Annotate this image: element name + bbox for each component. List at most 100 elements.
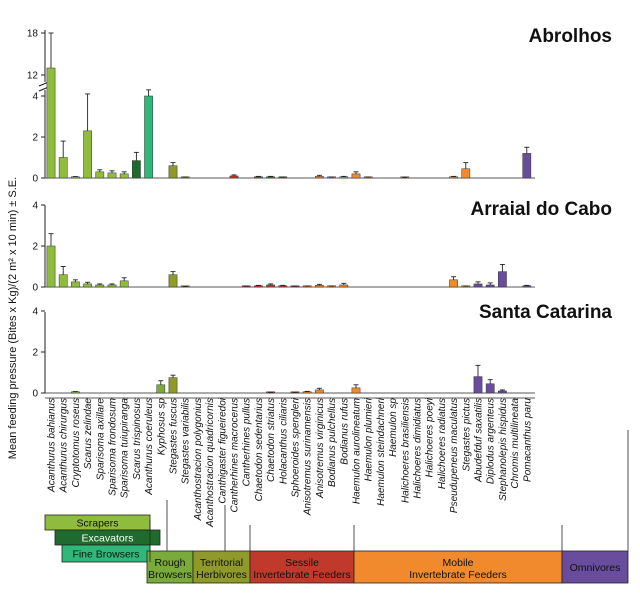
species-label: Anisotremus surinamensis — [303, 398, 314, 516]
species-label: Kyphosus sp — [156, 398, 167, 456]
group-label: Territorial — [200, 557, 243, 569]
y-tick-label: 2 — [32, 348, 38, 359]
bar — [498, 271, 507, 288]
species-label: Acanthurus bahianus — [47, 398, 58, 493]
bar — [95, 171, 105, 179]
y-tick-label: 2 — [32, 133, 38, 144]
bar — [498, 390, 507, 394]
y-tick-label: 4 — [32, 201, 38, 212]
species-label: Pseudupeneus maculatus — [449, 398, 460, 513]
bar — [119, 280, 129, 288]
species-label: Halichoeres brasiliensis — [400, 398, 411, 503]
bar — [266, 284, 275, 288]
bar — [522, 285, 532, 288]
species-label: Sparisoma frondosum — [108, 398, 119, 496]
bar — [302, 391, 312, 394]
y-tick-label: 2 — [32, 242, 38, 253]
species-label: Anisotremus virginicus — [315, 398, 326, 499]
bar — [449, 176, 458, 179]
species-label: Acanthurus chirurgus — [59, 398, 70, 494]
species-label: Halichoeres radiatus — [437, 398, 448, 489]
panel-title: Abrolhos — [529, 26, 612, 47]
bar — [473, 283, 483, 288]
bar — [83, 130, 92, 179]
bar — [339, 284, 349, 288]
species-label: Stegastes fuscus — [169, 398, 180, 474]
species-label: Haemulon plumieri — [364, 397, 375, 481]
species-label: Stephanolepis hispidus — [498, 398, 509, 501]
species-label: Diplodus argenteus — [486, 398, 497, 484]
species-label: Scarus trispinosus — [132, 398, 143, 480]
species-label: Canthigaster figueiredoi — [217, 397, 228, 503]
panel-santa-catarina: Santa Catarina 0 2 4 — [32, 302, 612, 400]
bar — [351, 173, 361, 179]
bar — [315, 389, 324, 394]
bar — [229, 175, 239, 179]
species-label: Halichoeres poeyi — [425, 397, 436, 477]
bar — [168, 377, 178, 394]
species-label: Bodianus pulchellus — [327, 398, 338, 487]
bar — [58, 274, 68, 288]
species-label: Chaetodon striatus — [266, 398, 277, 482]
species-label: Holacanthus ciliaris — [278, 398, 289, 484]
bar — [254, 285, 263, 288]
y-tick-label: 0 — [32, 389, 38, 400]
bar — [522, 153, 532, 179]
panel-title: Arraial do Cabo — [471, 199, 612, 220]
bar — [485, 383, 495, 394]
group-label: Invertebrate Feeders — [409, 569, 506, 581]
bar — [107, 172, 117, 179]
bar — [83, 283, 92, 288]
y-tick-label: 4 — [32, 92, 38, 103]
bar — [351, 387, 361, 394]
y-tick-label: 4 — [32, 307, 38, 318]
species-label: Haemulon steindachneri — [376, 397, 387, 506]
bar — [58, 157, 68, 179]
species-label: Stegastes pictus — [461, 398, 472, 471]
species-label: Acanthostracion quadricornis — [205, 398, 216, 528]
feeding-group-bands: Scrapers Excavators Fine Browsers RoughBrow… — [44, 430, 629, 584]
bar — [278, 285, 288, 288]
species-label: Bodianus rufus — [339, 398, 350, 465]
species-label: Chromis multilineata — [510, 398, 521, 489]
panel-arraial-do-cabo: Arraial do Cabo 0 2 4 — [32, 199, 612, 294]
panel-title: Santa Catarina — [479, 302, 612, 323]
bar — [473, 376, 483, 394]
y-tick-label: 12 — [27, 71, 39, 82]
group-label: Herbivores — [196, 569, 247, 581]
bar — [156, 384, 166, 394]
bar — [95, 284, 105, 288]
bar — [107, 284, 117, 288]
group-label: Rough — [155, 557, 186, 569]
axis-break-gap — [39, 82, 51, 90]
bar — [449, 279, 458, 288]
species-label: Halichoeres dimidiatus — [413, 398, 424, 499]
bar — [461, 168, 471, 179]
group-label: Mobile — [443, 557, 474, 569]
group-label: Omnivores — [570, 562, 621, 574]
y-tick-label: 0 — [32, 174, 38, 185]
species-label: Sphoeroides spengleri — [291, 397, 302, 497]
group-label: Excavators — [82, 533, 134, 545]
species-label: Cryptotomus roseus — [71, 398, 82, 487]
species-label: Acanthurus coeruleus — [144, 398, 155, 496]
bar — [46, 245, 56, 288]
species-label: Haemulon sp — [388, 398, 399, 457]
group-band-territorial-herbivores — [192, 550, 251, 584]
group-band-omnivores — [561, 550, 629, 584]
species-label: Chaetodon sedentarius — [254, 398, 265, 501]
species-label: Sparisoma axillare — [95, 398, 106, 481]
species-label: Abudefduf saxatilis — [474, 398, 485, 483]
group-band-mobile-invertebrate-feeders — [353, 550, 563, 584]
species-label: Haemulon aurolineatum — [352, 398, 363, 504]
bar — [144, 95, 153, 179]
bar — [132, 160, 141, 179]
group-label: Scrapers — [76, 518, 118, 530]
bar — [315, 285, 324, 288]
y-tick-label: 18 — [27, 29, 39, 40]
bar — [485, 284, 495, 288]
bar — [46, 67, 56, 179]
bar — [266, 176, 275, 179]
